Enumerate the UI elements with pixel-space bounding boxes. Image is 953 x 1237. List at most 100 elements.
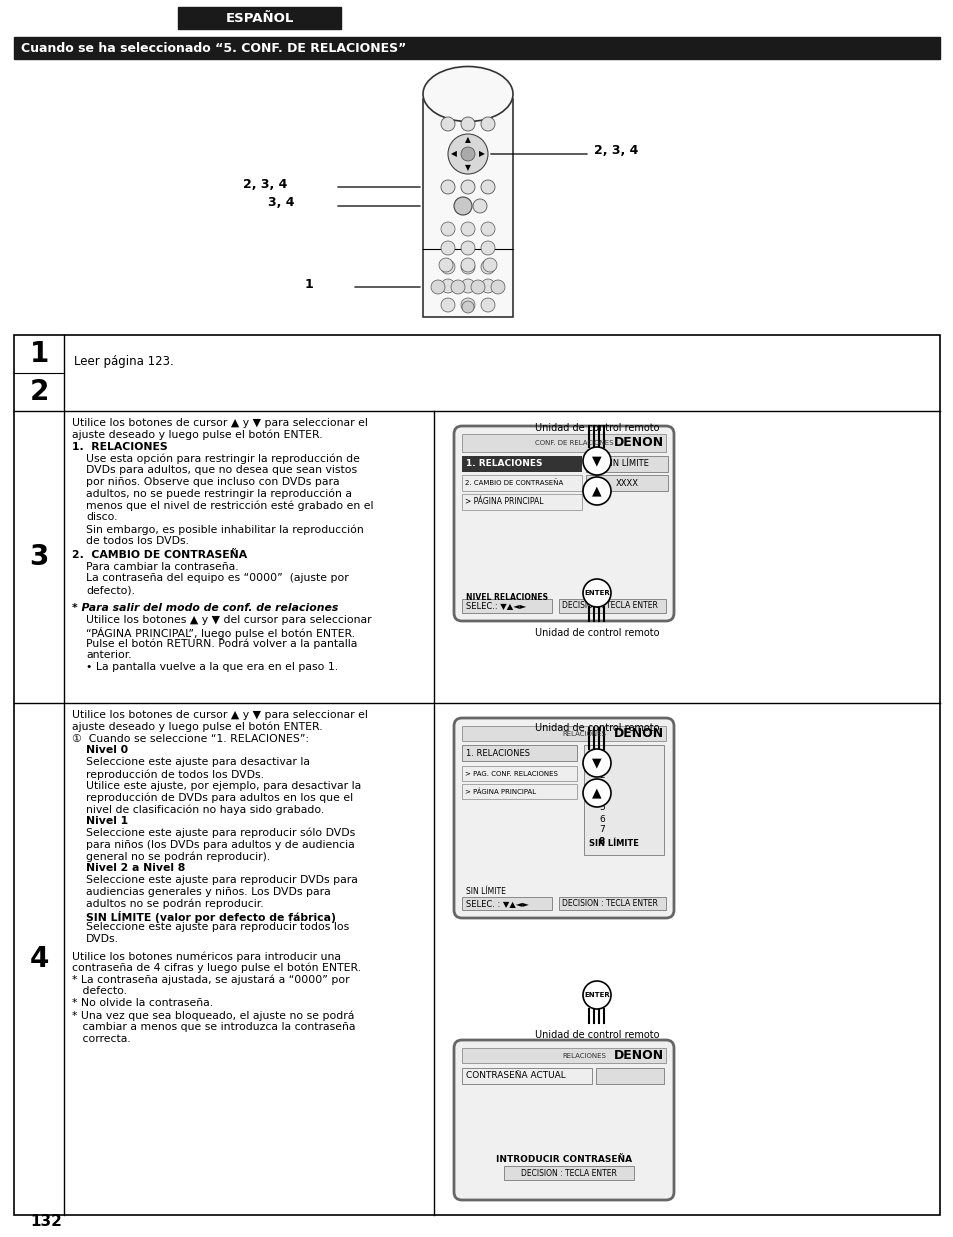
Text: * Una vez que sea bloqueado, el ajuste no se podrá: * Una vez que sea bloqueado, el ajuste n… — [71, 1009, 354, 1021]
Text: 3: 3 — [598, 782, 604, 790]
Text: anterior.: anterior. — [86, 651, 132, 661]
Text: ENTER: ENTER — [583, 992, 609, 998]
Text: Seleccione este ajuste para desactivar la: Seleccione este ajuste para desactivar l… — [86, 757, 310, 767]
Text: nivel de clasificación no haya sido grabado.: nivel de clasificación no haya sido grab… — [86, 804, 324, 815]
Text: ①  Cuando se seleccione “1. RELACIONES”:: ① Cuando se seleccione “1. RELACIONES”: — [71, 734, 309, 743]
Circle shape — [460, 260, 475, 275]
Text: Use esta opción para restringir la reproducción de: Use esta opción para restringir la repro… — [86, 454, 359, 464]
Circle shape — [440, 221, 455, 236]
Bar — [596, 1068, 663, 1084]
Circle shape — [480, 118, 495, 131]
Circle shape — [460, 259, 475, 272]
Text: 1: 1 — [30, 340, 49, 367]
Circle shape — [491, 280, 504, 294]
Circle shape — [440, 260, 455, 275]
Bar — [585, 456, 667, 473]
Circle shape — [431, 280, 444, 294]
Text: ◀: ◀ — [451, 150, 456, 158]
Text: general no se podrán reproducir).: general no se podrán reproducir). — [86, 851, 270, 862]
Text: INTRODUCIR CONTRASEÑA: INTRODUCIR CONTRASEÑA — [496, 1155, 632, 1164]
Ellipse shape — [422, 67, 513, 121]
Text: adultos, no se puede restringir la reproducción a: adultos, no se puede restringir la repro… — [86, 489, 352, 500]
Text: 2. CAMBIO DE CONTRASEÑA: 2. CAMBIO DE CONTRASEÑA — [464, 480, 562, 486]
Text: correcta.: correcta. — [71, 1034, 131, 1044]
Text: Para cambiar la contraseña.: Para cambiar la contraseña. — [86, 562, 238, 571]
Text: ajuste deseado y luego pulse el botón ENTER.: ajuste deseado y luego pulse el botón EN… — [71, 429, 322, 440]
Text: Pulse el botón RETURN. Podrá volver a la pantalla: Pulse el botón RETURN. Podrá volver a la… — [86, 638, 357, 649]
Text: 4: 4 — [598, 793, 604, 802]
Text: Unidad de control remoto: Unidad de control remoto — [535, 1030, 659, 1040]
Text: Cuando se ha seleccionado “5. CONF. DE RELACIONES”: Cuando se ha seleccionado “5. CONF. DE R… — [21, 42, 406, 54]
Text: 2: 2 — [598, 771, 604, 779]
Text: Sin embargo, es posible inhabilitar la reproducción: Sin embargo, es posible inhabilitar la r… — [86, 524, 363, 534]
Text: SIN LÍMITE: SIN LÍMITE — [604, 459, 648, 469]
Text: 4: 4 — [30, 945, 49, 974]
Bar — [14, 37, 939, 59]
Text: ESPAÑOL: ESPAÑOL — [225, 11, 294, 25]
Text: Nivel 0: Nivel 0 — [86, 746, 128, 756]
Text: Seleccione este ajuste para reproducir todos los: Seleccione este ajuste para reproducir t… — [86, 923, 349, 933]
Text: Unidad de control remoto: Unidad de control remoto — [535, 423, 659, 433]
Text: 1: 1 — [305, 277, 314, 291]
Text: para niños (los DVDs para adultos y de audiencia: para niños (los DVDs para adultos y de a… — [86, 840, 355, 850]
Circle shape — [582, 579, 610, 607]
Bar — [178, 7, 340, 28]
Text: 7: 7 — [598, 825, 604, 835]
Text: SELEC. : ▼▲◄►: SELEC. : ▼▲◄► — [465, 899, 528, 908]
Circle shape — [582, 447, 610, 475]
Text: 132: 132 — [30, 1213, 62, 1230]
FancyBboxPatch shape — [454, 1040, 673, 1200]
Text: 1. RELACIONES: 1. RELACIONES — [465, 459, 542, 469]
Text: NIVEL RELACIONES: NIVEL RELACIONES — [465, 593, 547, 601]
Bar — [461, 784, 577, 799]
Bar — [461, 475, 581, 491]
Text: 1. RELACIONES: 1. RELACIONES — [465, 748, 530, 757]
Text: > PÁGINA PRINCIPAL: > PÁGINA PRINCIPAL — [464, 497, 543, 506]
Text: 2: 2 — [30, 379, 49, 406]
Text: 0: 0 — [598, 748, 604, 757]
Text: SELEC.: ▼▲◄►: SELEC.: ▼▲◄► — [465, 601, 526, 611]
Circle shape — [460, 181, 475, 194]
Text: 3: 3 — [30, 543, 49, 571]
Text: 2, 3, 4: 2, 3, 4 — [594, 145, 638, 157]
Text: * La contraseña ajustada, se ajustará a “0000” por: * La contraseña ajustada, se ajustará a … — [71, 975, 349, 985]
Text: por niños. Observe que incluso con DVDs para: por niños. Observe que incluso con DVDs … — [86, 477, 339, 487]
Circle shape — [440, 118, 455, 131]
Circle shape — [460, 280, 475, 293]
Text: ajuste deseado y luego pulse el botón ENTER.: ajuste deseado y luego pulse el botón EN… — [71, 722, 322, 732]
Bar — [583, 745, 663, 855]
Bar — [558, 897, 665, 910]
Bar — [461, 766, 577, 781]
Circle shape — [582, 779, 610, 807]
Text: Leer página 123.: Leer página 123. — [74, 355, 173, 367]
Text: ▲: ▲ — [592, 787, 601, 799]
Text: • La pantalla vuelve a la que era en el paso 1.: • La pantalla vuelve a la que era en el … — [86, 662, 337, 672]
Text: Unidad de control remoto: Unidad de control remoto — [535, 628, 659, 638]
Text: La contraseña del equipo es “0000”  (ajuste por: La contraseña del equipo es “0000” (ajus… — [86, 574, 349, 584]
Text: adultos no se podrán reproducir.: adultos no se podrán reproducir. — [86, 899, 263, 909]
Text: Utilice los botones de cursor ▲ y ▼ para seleccionar el: Utilice los botones de cursor ▲ y ▼ para… — [71, 710, 368, 720]
Text: CONTRASEÑA ACTUAL: CONTRASEÑA ACTUAL — [465, 1071, 565, 1080]
Circle shape — [471, 280, 484, 294]
Circle shape — [480, 280, 495, 293]
Text: 1.  RELACIONES: 1. RELACIONES — [71, 442, 168, 452]
Text: DECISION : TECLA ENTER: DECISION : TECLA ENTER — [561, 601, 658, 611]
Circle shape — [460, 241, 475, 255]
Text: ▼: ▼ — [592, 757, 601, 769]
Text: 8: 8 — [598, 836, 604, 846]
Text: DECISION : TECLA ENTER: DECISION : TECLA ENTER — [561, 899, 658, 908]
Circle shape — [582, 981, 610, 1009]
Text: DVDs.: DVDs. — [86, 934, 119, 944]
Circle shape — [473, 199, 486, 213]
FancyBboxPatch shape — [454, 717, 673, 918]
Circle shape — [480, 298, 495, 312]
Bar — [461, 456, 581, 473]
Circle shape — [460, 298, 475, 312]
Text: * Para salir del modo de conf. de relaciones: * Para salir del modo de conf. de relaci… — [71, 602, 338, 614]
Text: Nivel 2 a Nivel 8: Nivel 2 a Nivel 8 — [86, 863, 185, 873]
Text: Seleccione este ajuste para reproducir sólo DVDs: Seleccione este ajuste para reproducir s… — [86, 828, 355, 839]
Bar — [461, 434, 665, 452]
Text: Unidad de control remoto: Unidad de control remoto — [535, 722, 659, 734]
Text: menos que el nivel de restricción esté grabado en el: menos que el nivel de restricción esté g… — [86, 501, 374, 511]
Text: ▼: ▼ — [464, 163, 471, 172]
